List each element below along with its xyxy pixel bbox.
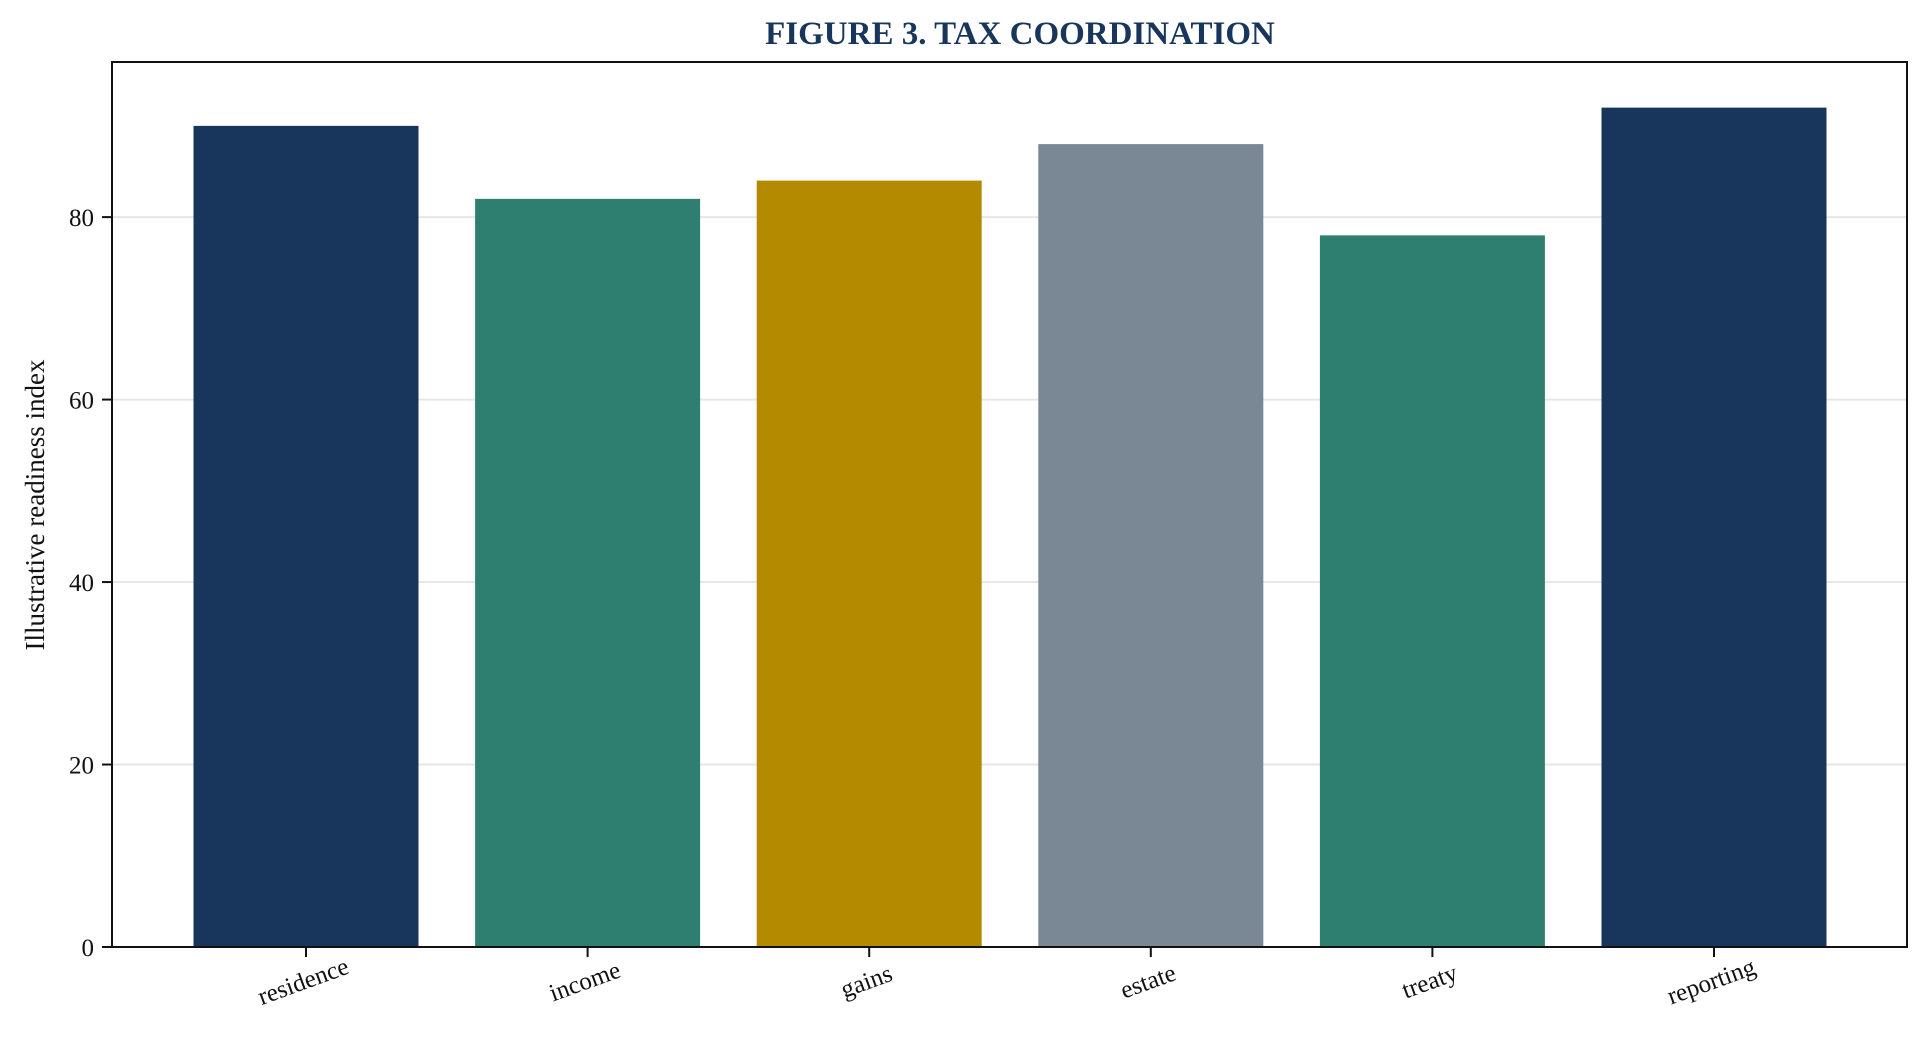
bar-gains bbox=[756, 180, 982, 947]
x-tick-label-reporting: reporting bbox=[1664, 953, 1760, 1010]
x-tick-label-income: income bbox=[546, 957, 624, 1008]
plot-frame bbox=[111, 61, 1908, 948]
bar-treaty bbox=[1319, 235, 1545, 947]
y-axis-ticks: 0 20 40 60 80 bbox=[69, 205, 112, 962]
bar-income bbox=[475, 198, 701, 948]
x-axis-ticks: residence income gains estate treaty reportin… bbox=[254, 947, 1760, 1011]
y-tick-label: 0 bbox=[82, 935, 95, 962]
y-tick-label: 20 bbox=[69, 753, 94, 780]
y-tick-label: 40 bbox=[69, 570, 94, 597]
x-tick-label-gains: gains bbox=[837, 960, 896, 1003]
y-tick-label: 60 bbox=[69, 388, 94, 415]
x-tick-label-treaty: treaty bbox=[1398, 959, 1461, 1004]
y-tick-label: 80 bbox=[69, 205, 94, 232]
bar-reporting bbox=[1601, 107, 1827, 948]
bar-estate bbox=[1038, 144, 1264, 947]
bars bbox=[193, 107, 1827, 948]
bar-residence bbox=[193, 125, 419, 948]
y-axis-label: Illustrative readiness index bbox=[20, 359, 50, 650]
chart-title: FIGURE 3. TAX COORDINATION bbox=[765, 16, 1275, 52]
x-tick-label-estate: estate bbox=[1117, 960, 1180, 1005]
x-tick-label-residence: residence bbox=[254, 953, 352, 1011]
